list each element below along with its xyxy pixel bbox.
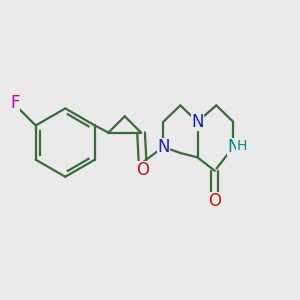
Text: N: N <box>191 113 204 131</box>
Text: N: N <box>227 138 239 156</box>
Text: O: O <box>208 191 221 209</box>
Text: F: F <box>10 94 20 112</box>
Text: H: H <box>236 139 247 152</box>
Text: O: O <box>136 161 149 179</box>
Text: N: N <box>157 138 170 156</box>
